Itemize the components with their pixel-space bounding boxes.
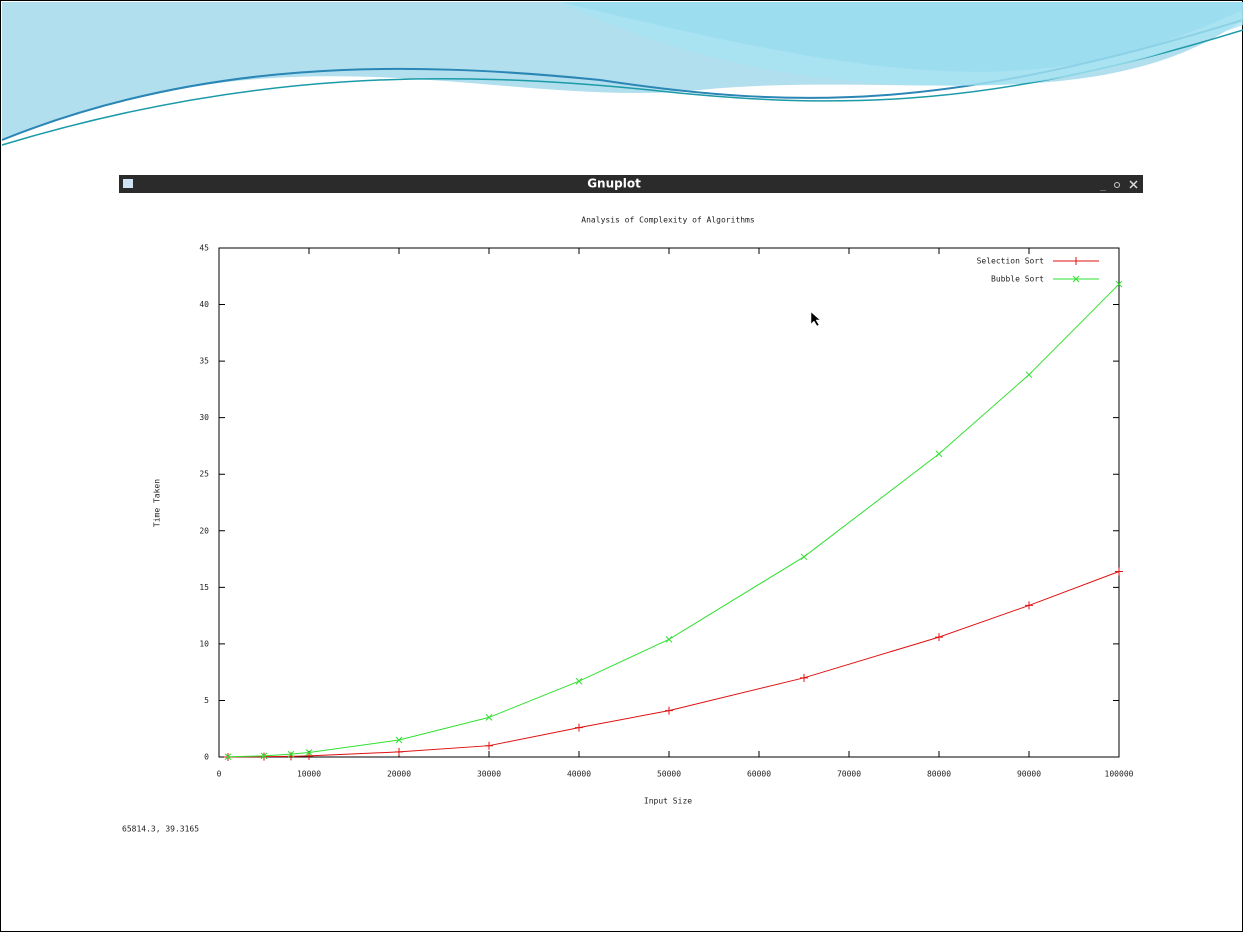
point bbox=[575, 677, 583, 685]
series-line bbox=[227, 571, 1120, 758]
point bbox=[1025, 371, 1033, 379]
legend-label: Bubble Sort bbox=[991, 275, 1044, 284]
title-bar bbox=[119, 175, 1143, 193]
minimize-button[interactable]: _ bbox=[1100, 180, 1107, 191]
close-button[interactable] bbox=[1129, 180, 1138, 189]
point bbox=[485, 741, 493, 750]
x-tick-label: 40000 bbox=[567, 770, 591, 779]
y-tick-label: 35 bbox=[199, 357, 209, 366]
y-tick-label: 45 bbox=[199, 244, 209, 253]
x-tick-label: 10000 bbox=[297, 770, 321, 779]
y-tick-label: 10 bbox=[199, 639, 209, 648]
legend-marker bbox=[1072, 275, 1080, 283]
point bbox=[935, 450, 943, 458]
point bbox=[1115, 567, 1123, 576]
x-tick-label: 20000 bbox=[387, 770, 411, 779]
point bbox=[1115, 280, 1123, 288]
y-tick-label: 40 bbox=[199, 300, 209, 309]
point bbox=[575, 723, 583, 732]
point bbox=[260, 752, 268, 760]
x-tick-label: 90000 bbox=[1017, 770, 1041, 779]
x-tick-label: 50000 bbox=[657, 770, 681, 779]
legend-marker bbox=[1072, 257, 1080, 265]
wave-line bbox=[1, 29, 1243, 146]
wave-highlight bbox=[560, 2, 1243, 86]
point bbox=[935, 633, 943, 642]
x-tick-label: 100000 bbox=[1105, 770, 1134, 779]
point bbox=[800, 673, 808, 682]
point bbox=[395, 747, 403, 756]
point bbox=[260, 752, 268, 761]
point bbox=[395, 736, 403, 744]
point bbox=[800, 553, 808, 561]
x-tick-label: 30000 bbox=[477, 770, 501, 779]
status-text: 65814.3, 39.3165 bbox=[122, 825, 199, 834]
x-tick-label: 70000 bbox=[837, 770, 861, 779]
series-line bbox=[227, 283, 1120, 758]
point bbox=[665, 636, 673, 643]
y-axis-label: Time Taken bbox=[153, 479, 162, 527]
point bbox=[287, 750, 295, 758]
y-tick-label: 0 bbox=[204, 753, 209, 762]
y-tick-label: 30 bbox=[199, 413, 209, 422]
point bbox=[1025, 601, 1033, 610]
point bbox=[485, 714, 493, 721]
mouse-cursor bbox=[810, 311, 821, 327]
x-tick-label: 60000 bbox=[747, 770, 771, 779]
x-tick-label: 80000 bbox=[927, 770, 951, 779]
point bbox=[665, 706, 673, 715]
point bbox=[305, 751, 313, 760]
point bbox=[224, 753, 232, 761]
y-tick-label: 15 bbox=[199, 583, 209, 592]
legend-label: Selection Sort bbox=[977, 257, 1045, 266]
point bbox=[305, 749, 313, 756]
x-axis-label: Input Size bbox=[644, 797, 692, 806]
y-tick-label: 25 bbox=[199, 470, 209, 479]
chart-title: Analysis of Complexity of Algorithms bbox=[581, 216, 755, 225]
y-tick-label: 20 bbox=[199, 526, 209, 535]
plot-window bbox=[119, 193, 1143, 825]
x-tick-label: 0 bbox=[217, 770, 222, 779]
y-tick-label: 5 bbox=[204, 696, 209, 705]
window-title: Gnuplot bbox=[587, 177, 641, 191]
window-icon bbox=[123, 179, 133, 188]
maximize-button[interactable] bbox=[1114, 182, 1120, 188]
